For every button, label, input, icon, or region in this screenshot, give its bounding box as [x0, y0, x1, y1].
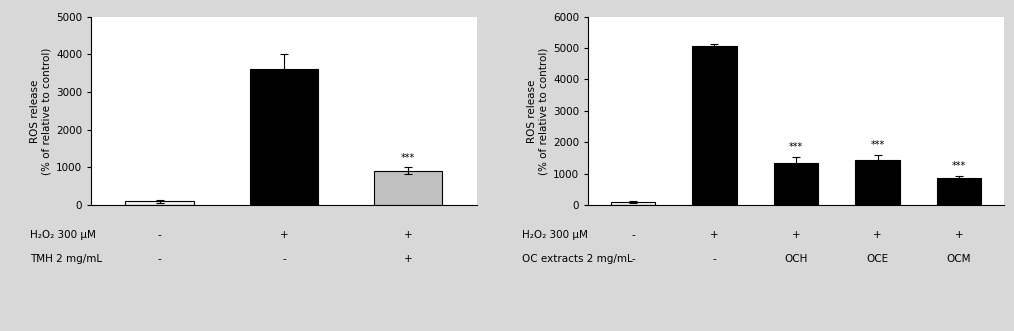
- Text: +: +: [404, 230, 413, 240]
- Text: +: +: [873, 230, 882, 240]
- Text: +: +: [955, 230, 963, 240]
- Y-axis label: ROS release
(% of relative to control): ROS release (% of relative to control): [30, 47, 52, 174]
- Bar: [693, 46, 737, 205]
- Text: TMH 2 mg/mL: TMH 2 mg/mL: [29, 254, 101, 264]
- Bar: [610, 202, 655, 205]
- Text: -: -: [158, 254, 161, 264]
- Bar: [855, 160, 900, 205]
- Text: H₂O₂ 300 μM: H₂O₂ 300 μM: [521, 230, 587, 240]
- Text: OCE: OCE: [866, 254, 888, 264]
- Text: OCM: OCM: [947, 254, 971, 264]
- Text: ***: ***: [952, 161, 966, 171]
- Text: ***: ***: [789, 142, 803, 152]
- Text: OCH: OCH: [784, 254, 808, 264]
- Text: -: -: [282, 254, 286, 264]
- Bar: [937, 178, 982, 205]
- Text: +: +: [792, 230, 800, 240]
- Text: -: -: [631, 230, 635, 240]
- Text: -: -: [158, 230, 161, 240]
- Y-axis label: ROS release
(% of relative to control): ROS release (% of relative to control): [527, 47, 549, 174]
- Text: +: +: [404, 254, 413, 264]
- Text: ***: ***: [870, 140, 884, 150]
- Text: ***: ***: [402, 153, 416, 163]
- Text: +: +: [280, 230, 288, 240]
- Text: OC extracts 2 mg/mL: OC extracts 2 mg/mL: [521, 254, 633, 264]
- Bar: [774, 164, 818, 205]
- Text: -: -: [713, 254, 716, 264]
- Bar: [249, 70, 318, 205]
- Bar: [126, 202, 194, 205]
- Text: +: +: [710, 230, 719, 240]
- Bar: [374, 170, 442, 205]
- Text: H₂O₂ 300 μM: H₂O₂ 300 μM: [29, 230, 95, 240]
- Text: -: -: [631, 254, 635, 264]
